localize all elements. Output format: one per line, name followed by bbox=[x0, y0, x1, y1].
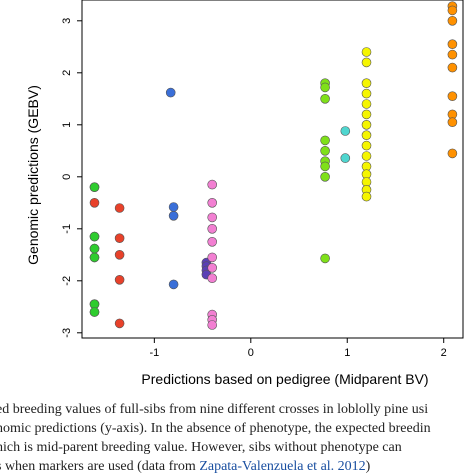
data-point-s5-8 bbox=[320, 253, 330, 264]
y-tick-label-4: 1 bbox=[61, 122, 73, 128]
data-point-s6-0 bbox=[340, 126, 351, 136]
data-point-s7-8 bbox=[361, 140, 372, 151]
data-point-s5-2 bbox=[320, 94, 330, 104]
y-tick-label-2: -1 bbox=[61, 224, 73, 234]
data-point-s5-1 bbox=[320, 82, 330, 93]
data-point-s4-7 bbox=[207, 273, 217, 284]
data-point-s1-5 bbox=[89, 182, 100, 192]
data-point-s0-5 bbox=[89, 198, 100, 208]
data-point-s8-1 bbox=[447, 5, 458, 16]
caption-line-1: ed breeding values of full-sibs from nin… bbox=[0, 402, 429, 417]
data-point-s7-14 bbox=[361, 191, 372, 202]
data-point-s1-4 bbox=[89, 231, 100, 242]
data-point-s7-9 bbox=[361, 151, 372, 161]
data-point-s7-2 bbox=[361, 78, 372, 88]
data-point-s7-0 bbox=[361, 47, 372, 57]
data-point-s4-10 bbox=[207, 320, 217, 330]
data-point-s8-2 bbox=[447, 15, 458, 26]
data-point-s8-9 bbox=[447, 148, 458, 159]
y-axis-label: Genomic predictions (GEBV) bbox=[25, 85, 41, 265]
data-point-s6-1 bbox=[340, 153, 351, 163]
data-point-s7-3 bbox=[361, 88, 372, 99]
data-point-s8-3 bbox=[447, 39, 458, 50]
data-point-s2-2 bbox=[168, 211, 179, 221]
data-point-s7-5 bbox=[361, 109, 372, 120]
data-point-s7-1 bbox=[361, 57, 372, 68]
data-point-s4-0 bbox=[207, 179, 217, 190]
y-tick-label-5: 2 bbox=[61, 70, 73, 76]
data-point-s7-6 bbox=[361, 120, 372, 130]
data-point-s0-10 bbox=[114, 274, 125, 285]
data-point-s4-6 bbox=[207, 262, 217, 273]
data-point-s5-7 bbox=[320, 172, 330, 182]
data-point-s1-1 bbox=[89, 307, 100, 317]
data-point-s1-2 bbox=[89, 252, 100, 263]
x-tick-label-2: 1 bbox=[344, 347, 350, 359]
y-axis-ticks: -3 -2 -1 0 1 2 3 bbox=[61, 18, 82, 338]
data-point-s5-4 bbox=[320, 146, 330, 156]
x-axis-ticks: -1 0 1 2 bbox=[149, 338, 447, 359]
y-tick-label-0: -3 bbox=[61, 328, 73, 338]
figure-caption: ed breeding values of full-sibs from nin… bbox=[0, 400, 474, 476]
data-point-s5-3 bbox=[320, 135, 330, 146]
data-point-s4-4 bbox=[207, 237, 217, 247]
caption-line-4: s when markers are used (data from Zapat… bbox=[0, 457, 474, 476]
data-point-s7-7 bbox=[361, 130, 372, 140]
data-point-s8-5 bbox=[447, 62, 458, 73]
x-tick-label-0: -1 bbox=[149, 347, 159, 359]
plot-frame bbox=[81, 0, 464, 339]
data-point-s0-9 bbox=[114, 250, 125, 260]
y-tick-label-3: 0 bbox=[61, 174, 73, 180]
x-axis-label: Predictions based on pedigree (Midparent… bbox=[141, 371, 428, 387]
data-point-s4-5 bbox=[207, 252, 217, 263]
data-point-s5-6 bbox=[320, 161, 330, 172]
caption-line-3: hich is mid-parent breeding value. Howev… bbox=[0, 440, 402, 455]
data-point-s1-3 bbox=[89, 243, 100, 254]
data-point-s2-3 bbox=[168, 279, 179, 290]
x-tick-label-1: 0 bbox=[248, 347, 254, 359]
data-points bbox=[89, 1, 458, 330]
x-tick-label-3: 2 bbox=[441, 347, 447, 359]
data-point-s2-0 bbox=[165, 87, 176, 98]
caption-line-4-text: s when markers are used (data from bbox=[0, 459, 200, 474]
data-point-s0-11 bbox=[114, 318, 125, 329]
data-point-s4-1 bbox=[207, 198, 217, 208]
data-point-s8-8 bbox=[447, 117, 458, 127]
data-point-s4-2 bbox=[207, 212, 217, 223]
y-tick-label-1: -2 bbox=[61, 276, 73, 286]
data-point-s7-4 bbox=[361, 99, 372, 109]
data-point-s2-1 bbox=[168, 202, 179, 212]
caption-line-4-end: ) bbox=[365, 459, 371, 474]
data-point-s8-4 bbox=[447, 49, 458, 60]
data-point-s8-6 bbox=[447, 91, 458, 101]
caption-line-2: nomic predictions (y-axis). In the absen… bbox=[0, 421, 431, 436]
y-tick-label-6: 3 bbox=[61, 18, 73, 24]
citation-link[interactable]: Zapata-Valenzuela et al. 2012 bbox=[199, 459, 366, 474]
data-point-s0-8 bbox=[114, 233, 125, 243]
data-point-s0-7 bbox=[114, 203, 125, 213]
data-point-s4-3 bbox=[207, 224, 217, 234]
